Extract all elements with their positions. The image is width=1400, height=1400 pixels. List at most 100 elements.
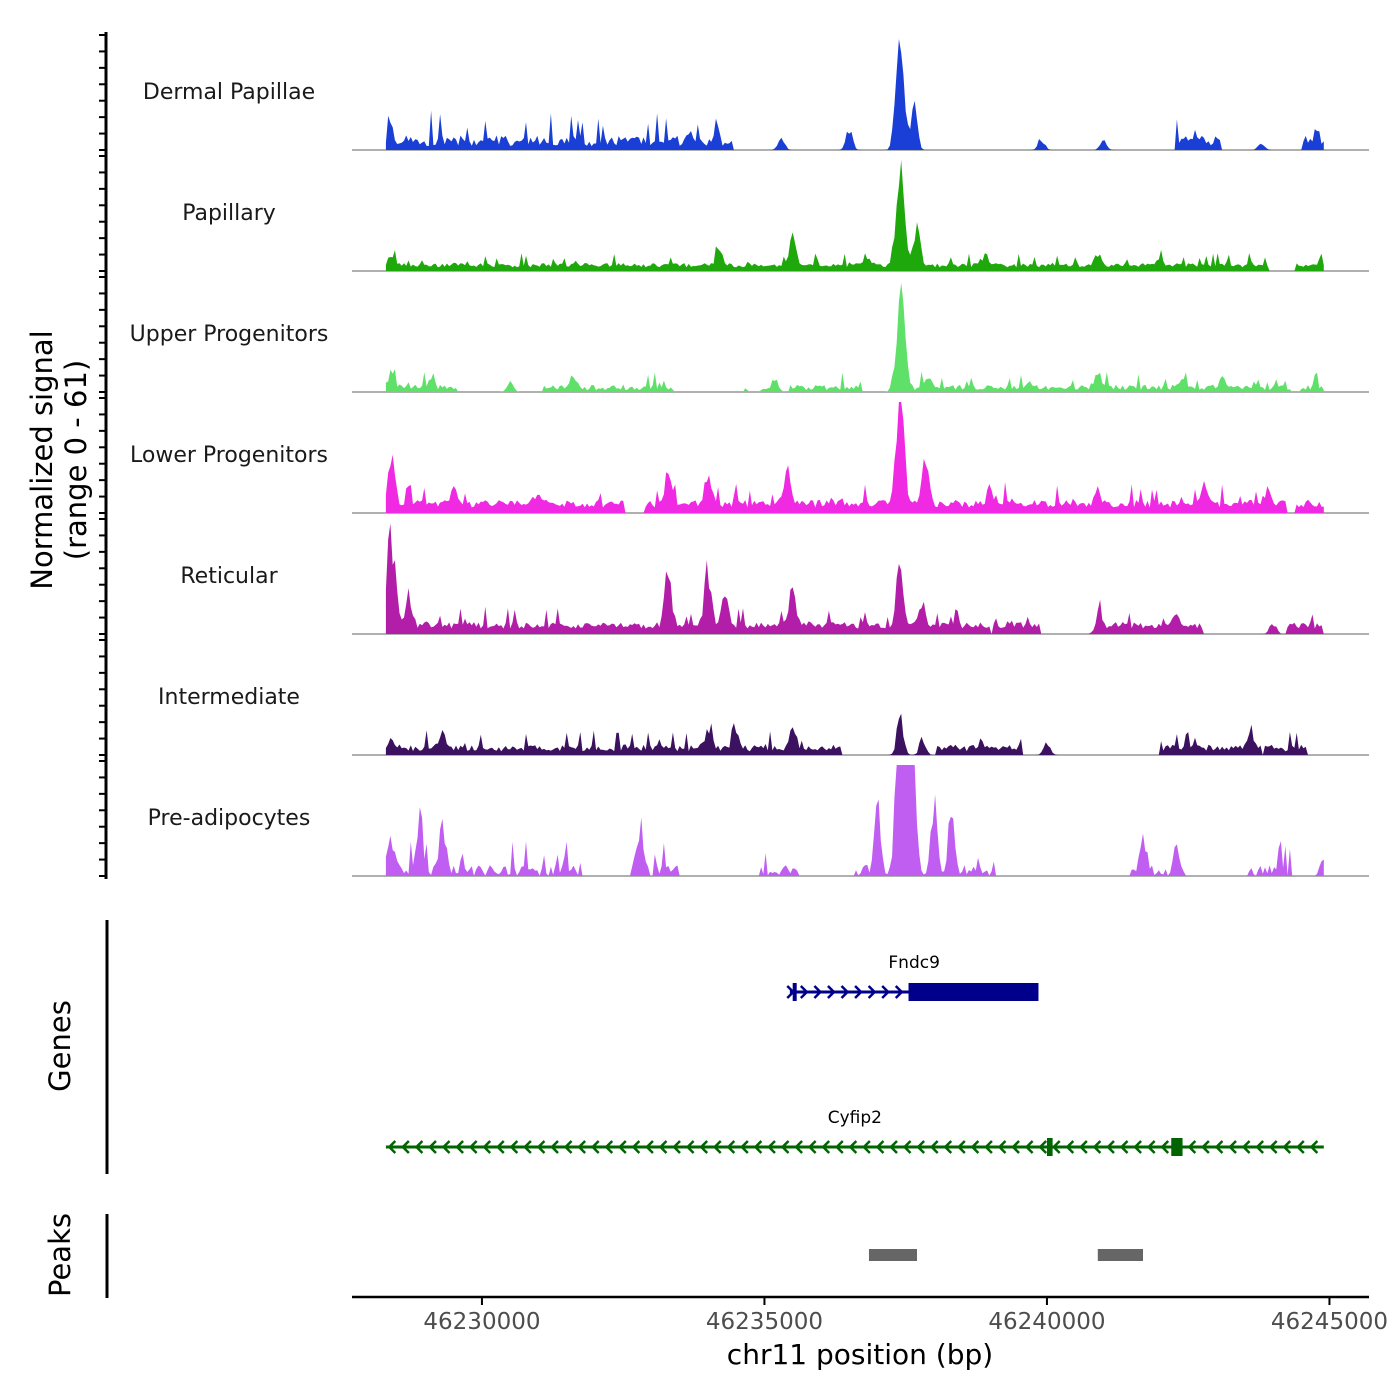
- strand-arrow: [685, 1140, 695, 1154]
- strand-arrow: [943, 1140, 953, 1154]
- strand-arrow: [509, 1140, 519, 1154]
- strand-arrow: [441, 1140, 451, 1154]
- strand-arrow: [482, 1140, 492, 1154]
- peak-region: [1097, 1249, 1143, 1261]
- track-pre-adipocytes: Pre-adipocytes: [148, 765, 1369, 877]
- gene-cyfip2: Cyfip2: [385, 1108, 1324, 1156]
- strand-arrow: [536, 1140, 546, 1154]
- peaks-axis-label: Peaks: [43, 1213, 77, 1297]
- strand-arrow: [997, 1140, 1007, 1154]
- strand-arrow: [1065, 1140, 1075, 1154]
- strand-arrow: [1133, 1140, 1142, 1154]
- track-label: Papillary: [182, 201, 276, 226]
- strand-arrow: [496, 1140, 505, 1154]
- track-label: Upper Progenitors: [130, 322, 329, 347]
- strand-arrow: [799, 985, 809, 999]
- x-tick-label: 46245000: [1271, 1309, 1388, 1335]
- coverage-area: [385, 713, 1324, 755]
- strand-arrow: [1228, 1140, 1237, 1154]
- peaks-track: [868, 1249, 1143, 1261]
- strand-arrow: [1282, 1140, 1292, 1154]
- strand-arrow: [414, 1140, 424, 1154]
- coverage-area: [385, 523, 1324, 634]
- strand-arrow: [957, 1140, 966, 1154]
- strand-arrow: [1119, 1140, 1129, 1154]
- strand-arrow: [881, 985, 890, 999]
- strand-arrow: [740, 1140, 749, 1154]
- strand-arrow: [854, 985, 863, 999]
- strand-arrow: [1296, 1140, 1305, 1154]
- strand-arrow: [618, 1140, 627, 1154]
- strand-arrow: [984, 1140, 993, 1154]
- x-axis-ticks: 46230000 46235000 46240000 46245000: [423, 1297, 1388, 1335]
- strand-arrow: [970, 1140, 980, 1154]
- strand-arrow: [1255, 1140, 1265, 1154]
- exon-block: [1046, 1138, 1053, 1156]
- strand-arrow: [672, 1140, 681, 1154]
- signal-y-axis-label: Normalized signal (range 0 - 61): [25, 330, 93, 589]
- x-axis-title: chr11 position (bp): [727, 1338, 993, 1371]
- strand-arrow: [590, 1140, 600, 1154]
- x-tick-label: 46230000: [423, 1309, 540, 1335]
- strand-arrow: [550, 1140, 559, 1154]
- strand-arrow: [1051, 1140, 1061, 1154]
- strand-arrow: [1201, 1140, 1210, 1154]
- track-label: Reticular: [180, 564, 278, 589]
- track-upper-progenitors: Upper Progenitors: [130, 282, 1369, 393]
- strand-arrow: [807, 1140, 817, 1154]
- track-intermediate: Intermediate: [158, 685, 1369, 756]
- track-label: Lower Progenitors: [130, 443, 328, 468]
- signal-y-axis-label-line1: Normalized signal: [25, 330, 59, 589]
- strand-arrow: [1024, 1140, 1034, 1154]
- signal-y-axis-label-line2: (range 0 - 61): [59, 360, 93, 560]
- track-label: Dermal Papillae: [143, 80, 315, 105]
- strand-arrow: [658, 1140, 668, 1154]
- strand-arrow: [1092, 1140, 1102, 1154]
- strand-arrow: [563, 1140, 573, 1154]
- strand-arrow: [848, 1140, 858, 1154]
- strand-arrow: [794, 1140, 803, 1154]
- coverage-area: [385, 160, 1324, 271]
- signal-y-axis: [99, 32, 108, 879]
- track-label: Pre-adipocytes: [148, 806, 311, 831]
- gene-annotation-track: Fndc9 Cyfip2: [385, 953, 1324, 1156]
- track-lower-progenitors: Lower Progenitors: [130, 402, 1369, 514]
- strand-arrow: [1038, 1140, 1048, 1154]
- strand-arrow: [821, 1140, 831, 1154]
- strand-arrow: [631, 1140, 641, 1154]
- strand-arrow: [862, 1140, 871, 1154]
- coverage-area: [385, 282, 1324, 392]
- strand-arrow: [645, 1140, 654, 1154]
- gene-fndc9: Fndc9: [786, 953, 1039, 1001]
- strand-arrow: [902, 1140, 912, 1154]
- track-dermal-papillae: Dermal Papillae: [143, 39, 1369, 151]
- track-papillary: Papillary: [182, 160, 1369, 272]
- strand-arrow: [1187, 1140, 1197, 1154]
- strand-arrow: [1214, 1140, 1224, 1154]
- strand-arrow: [712, 1140, 722, 1154]
- x-axis: 46230000 46235000 46240000 46245000 chr11 p…: [352, 1295, 1388, 1371]
- strand-arrow: [604, 1140, 614, 1154]
- strand-arrow: [867, 985, 877, 999]
- strand-arrow: [835, 1140, 844, 1154]
- strand-arrow: [916, 1140, 926, 1154]
- track-label: Intermediate: [158, 685, 300, 710]
- peak-region: [868, 1249, 917, 1261]
- coverage-area: [385, 765, 1324, 876]
- strand-arrow: [455, 1140, 464, 1154]
- strand-arrow: [1241, 1140, 1251, 1154]
- strand-arrow: [387, 1140, 397, 1154]
- strand-arrow: [827, 985, 836, 999]
- strand-arrow: [767, 1140, 776, 1154]
- x-tick-label: 46240000: [988, 1309, 1105, 1335]
- strand-arrow: [1146, 1140, 1156, 1154]
- strand-arrow: [428, 1140, 437, 1154]
- x-tick-label: 46235000: [706, 1309, 823, 1335]
- strand-arrow: [401, 1140, 410, 1154]
- strand-arrow: [1160, 1140, 1170, 1154]
- genes-axis-label: Genes: [43, 1000, 77, 1092]
- coverage-tracks: Dermal Papillae Papillary Upper Progenitor…: [130, 39, 1369, 877]
- exon-block: [1171, 1138, 1183, 1156]
- strand-arrow: [726, 1140, 736, 1154]
